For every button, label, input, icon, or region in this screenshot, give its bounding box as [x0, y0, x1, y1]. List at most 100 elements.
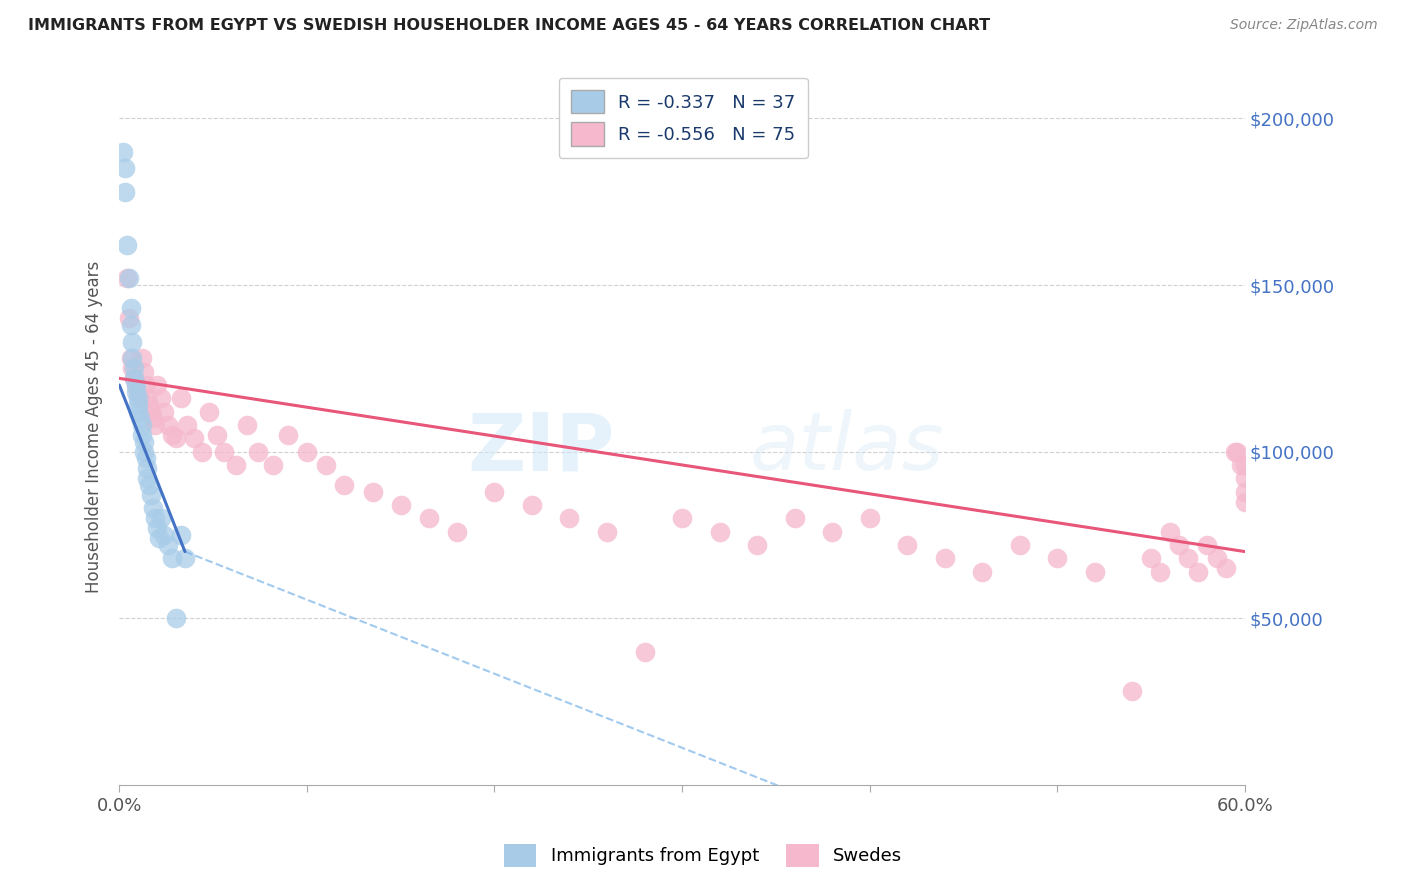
- Text: ZIP: ZIP: [467, 409, 614, 487]
- Point: [136, 471, 159, 485]
- Point: [146, 378, 169, 392]
- Point: [127, 398, 149, 412]
- Point: [129, 411, 152, 425]
- Point: [389, 498, 412, 512]
- Point: [143, 511, 166, 525]
- Point: [1168, 538, 1191, 552]
- Point: [165, 431, 187, 445]
- Point: [149, 392, 172, 406]
- Point: [558, 511, 581, 525]
- Point: [127, 404, 149, 418]
- Point: [934, 551, 956, 566]
- Point: [277, 428, 299, 442]
- Point: [174, 551, 197, 566]
- Point: [191, 444, 214, 458]
- Point: [183, 431, 205, 445]
- Point: [142, 501, 165, 516]
- Point: [1140, 551, 1163, 566]
- Point: [160, 428, 183, 442]
- Point: [1233, 484, 1256, 499]
- Point: [896, 538, 918, 552]
- Point: [131, 428, 153, 442]
- Point: [225, 458, 247, 472]
- Point: [176, 417, 198, 432]
- Point: [484, 484, 506, 499]
- Point: [214, 444, 236, 458]
- Point: [132, 365, 155, 379]
- Point: [165, 611, 187, 625]
- Point: [1215, 561, 1237, 575]
- Point: [157, 417, 180, 432]
- Point: [745, 538, 768, 552]
- Point: [118, 311, 141, 326]
- Point: [153, 404, 176, 418]
- Point: [205, 428, 228, 442]
- Point: [1197, 538, 1219, 552]
- Point: [596, 524, 619, 539]
- Point: [1149, 565, 1171, 579]
- Point: [170, 392, 193, 406]
- Point: [247, 444, 270, 458]
- Point: [671, 511, 693, 525]
- Legend: R = -0.337   N = 37, R = -0.556   N = 75: R = -0.337 N = 37, R = -0.556 N = 75: [558, 78, 808, 158]
- Point: [115, 271, 138, 285]
- Text: atlas: atlas: [749, 409, 945, 487]
- Point: [858, 511, 880, 525]
- Point: [149, 511, 172, 525]
- Point: [972, 565, 994, 579]
- Point: [124, 361, 146, 376]
- Point: [131, 417, 153, 432]
- Point: [120, 318, 142, 332]
- Point: [1046, 551, 1069, 566]
- Point: [418, 511, 440, 525]
- Point: [295, 444, 318, 458]
- Point: [125, 378, 148, 392]
- Point: [821, 524, 844, 539]
- Point: [121, 351, 143, 366]
- Point: [153, 528, 176, 542]
- Point: [1084, 565, 1107, 579]
- Point: [160, 551, 183, 566]
- Point: [118, 271, 141, 285]
- Point: [125, 384, 148, 399]
- Point: [1177, 551, 1199, 566]
- Point: [127, 392, 149, 406]
- Y-axis label: Householder Income Ages 45 - 64 years: Householder Income Ages 45 - 64 years: [86, 260, 103, 593]
- Text: Source: ZipAtlas.com: Source: ZipAtlas.com: [1230, 18, 1378, 32]
- Point: [124, 371, 146, 385]
- Point: [1187, 565, 1209, 579]
- Point: [114, 161, 136, 176]
- Point: [1226, 444, 1249, 458]
- Point: [1225, 444, 1247, 458]
- Point: [131, 351, 153, 366]
- Point: [361, 484, 384, 499]
- Point: [111, 145, 134, 159]
- Point: [783, 511, 806, 525]
- Point: [125, 378, 148, 392]
- Point: [633, 644, 655, 658]
- Point: [146, 521, 169, 535]
- Point: [132, 434, 155, 449]
- Legend: Immigrants from Egypt, Swedes: Immigrants from Egypt, Swedes: [496, 837, 910, 874]
- Point: [1159, 524, 1181, 539]
- Point: [141, 488, 163, 502]
- Point: [1233, 458, 1256, 472]
- Point: [198, 404, 221, 418]
- Point: [157, 538, 180, 552]
- Point: [135, 378, 157, 392]
- Point: [142, 411, 165, 425]
- Point: [138, 398, 160, 412]
- Point: [120, 351, 142, 366]
- Point: [236, 417, 259, 432]
- Point: [141, 404, 163, 418]
- Point: [124, 371, 146, 385]
- Point: [114, 185, 136, 199]
- Point: [315, 458, 337, 472]
- Point: [121, 361, 143, 376]
- Point: [143, 417, 166, 432]
- Point: [1233, 471, 1256, 485]
- Point: [136, 461, 159, 475]
- Point: [135, 451, 157, 466]
- Point: [132, 444, 155, 458]
- Text: IMMIGRANTS FROM EGYPT VS SWEDISH HOUSEHOLDER INCOME AGES 45 - 64 YEARS CORRELATI: IMMIGRANTS FROM EGYPT VS SWEDISH HOUSEHO…: [28, 18, 990, 33]
